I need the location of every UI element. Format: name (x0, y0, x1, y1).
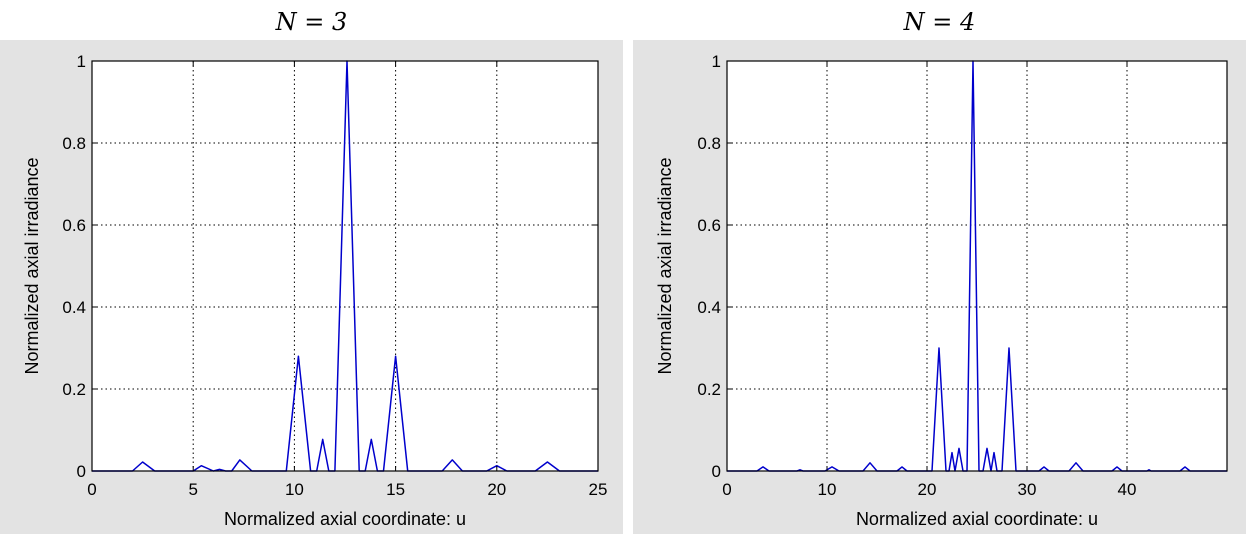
y-axis-label: Normalized axial irradiance (655, 157, 675, 374)
y-tick-label: 0.8 (697, 134, 721, 153)
y-tick-label: 0.4 (62, 298, 86, 317)
axes-frame (91, 60, 599, 472)
chart-title: N = 3 (275, 8, 348, 36)
y-tick-label: 0.8 (62, 134, 86, 153)
y-tick-label: 0 (77, 462, 86, 481)
x-tick-label: 0 (722, 480, 731, 499)
chart-title: N = 4 (903, 8, 976, 36)
axes-frame (726, 60, 1228, 472)
series-line (727, 60, 1227, 472)
chart-n3: 0 5 10 15 20 25 0 0.2 0.4 0.6 0.8 1 Normalized axial… (22, 52, 608, 529)
y-tick-label: 0.2 (697, 380, 721, 399)
x-tick-label: 30 (1018, 480, 1037, 499)
y-tick-label: 1 (77, 52, 86, 71)
y-tick-label: 0.6 (62, 216, 86, 235)
y-tick-label: 0.6 (697, 216, 721, 235)
x-tick-label: 20 (487, 480, 506, 499)
y-tick-label: 0 (712, 462, 721, 481)
x-axis-label: Normalized axial coordinate: u (856, 509, 1098, 529)
x-tick-label: 20 (918, 480, 937, 499)
x-tick-label: 5 (188, 480, 197, 499)
chart-panel-n4: N = 4 0 10 20 30 40 0 0.2 0.4 0.6 0.8 1 Normalized … (633, 0, 1246, 534)
x-tick-label: 10 (818, 480, 837, 499)
y-axis-label: Normalized axial irradiance (22, 157, 42, 374)
chart-n4: 0 10 20 30 40 0 0.2 0.4 0.6 0.8 1 Normalized axial … (655, 52, 1228, 529)
plot-area (727, 61, 1227, 471)
y-tick-label: 1 (712, 52, 721, 71)
y-tick-label: 0.2 (62, 380, 86, 399)
x-axis-label: Normalized axial coordinate: u (224, 509, 466, 529)
x-tick-label: 10 (285, 480, 304, 499)
x-tick-label: 40 (1118, 480, 1137, 499)
x-tick-label: 25 (589, 480, 608, 499)
x-tick-label: 15 (386, 480, 405, 499)
x-tick-label: 0 (87, 480, 96, 499)
chart-panel-n3: N = 3 0 5 10 15 20 25 0 0.2 0.4 0.6 0.8 1 Normalized… (0, 8, 623, 534)
y-tick-label: 0.4 (697, 298, 721, 317)
